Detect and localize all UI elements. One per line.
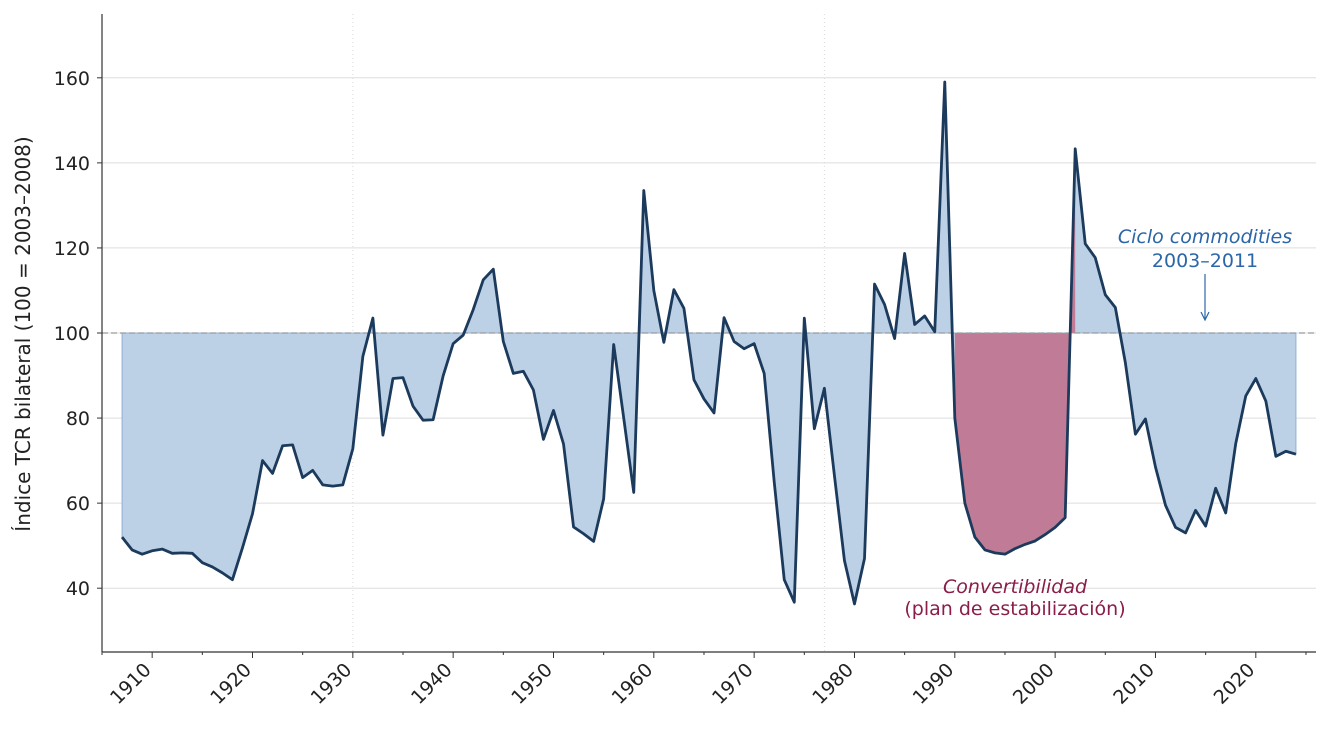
x-tick-label: 2020 (1210, 659, 1260, 709)
x-tick-label: 1950 (507, 659, 557, 709)
y-tick-label: 120 (54, 238, 90, 260)
x-tick-label: 1990 (909, 659, 959, 709)
y-tick-label: 80 (66, 408, 90, 430)
area-fill (121, 82, 1297, 605)
annotation-commodities-cycle: Ciclo commodities 2003–2011 (1118, 226, 1292, 322)
x-tick-label: 1970 (708, 659, 758, 709)
y-tick-label: 140 (54, 153, 90, 175)
y-tick-label: 40 (66, 578, 90, 600)
x-tick-label: 1940 (407, 659, 457, 709)
x-tick-label: 2010 (1109, 659, 1159, 709)
annotation-convertibilidad-subtitle: (plan de estabilización) (904, 598, 1125, 620)
x-tick-label: 1930 (307, 659, 357, 709)
y-tick-label: 100 (54, 323, 90, 345)
x-tick-label: 1960 (608, 659, 658, 709)
area-layer (121, 82, 1297, 605)
y-tick-label: 160 (54, 68, 90, 90)
annotation-commodities-title: Ciclo commodities (1118, 226, 1292, 248)
annotation-convertibilidad-title: Convertibilidad (943, 576, 1088, 598)
y-axis-label: Índice TCR bilateral (100 = 2003–2008) (11, 136, 35, 531)
series-line (120, 80, 1297, 606)
y-tick-label: 60 (66, 493, 90, 515)
x-tick-label: 1980 (808, 659, 858, 709)
x-tick-label: 1920 (206, 659, 256, 709)
x-tick-label: 1910 (106, 659, 156, 709)
line-layer (102, 80, 1316, 606)
highlight-fill (954, 148, 1076, 555)
annotation-arrow-head (1200, 311, 1210, 322)
x-tick-label: 2000 (1009, 659, 1059, 709)
annotation-commodities-years: 2003–2011 (1152, 250, 1258, 272)
annotation-convertibilidad: Convertibilidad (plan de estabilización) (904, 576, 1125, 620)
